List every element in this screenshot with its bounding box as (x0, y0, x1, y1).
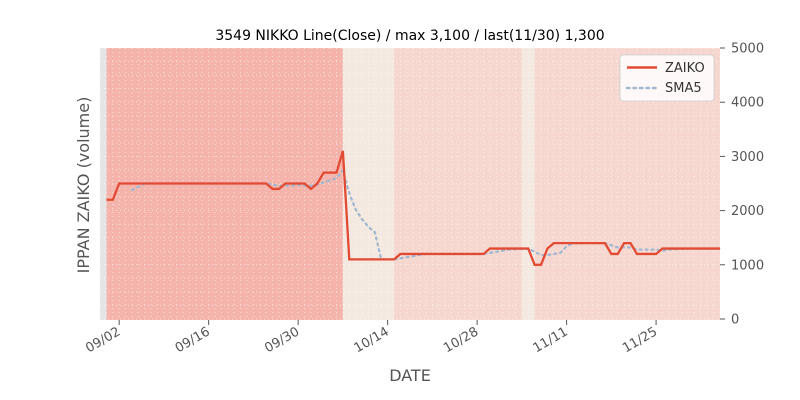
plot-area (99, 47, 722, 320)
x-tick-label: 09/30 (262, 324, 302, 356)
y-tick-label: 3000 (731, 150, 764, 165)
y-axis: 0 1000 2000 3000 4000 5000 (720, 42, 764, 328)
chart-title: 3549 NIKKO Line(Close) / max 3,100 / las… (215, 28, 604, 44)
series-line-zaiko (106, 150, 720, 266)
x-axis: 09/02 09/16 09/30 10/14 10/28 11/11 11/25 (83, 320, 660, 356)
y-tick-label: 4000 (731, 96, 764, 111)
y-tick-label: 5000 (731, 42, 764, 57)
series-layer (106, 150, 722, 266)
x-tick-label: 10/14 (352, 324, 392, 356)
legend-label-zaiko: ZAIKO (665, 61, 705, 76)
legend-label-sma5: SMA5 (665, 81, 702, 96)
x-tick-label: 09/16 (173, 324, 213, 356)
x-axis-title: DATE (389, 366, 431, 385)
x-tick-label: 11/25 (620, 324, 660, 356)
x-tick-label: 09/02 (83, 324, 123, 356)
legend: ZAIKO SMA5 (619, 54, 715, 102)
y-tick-label: 2000 (731, 204, 764, 219)
y-axis-title: IPPAN ZAIKO (volume) (74, 97, 93, 274)
y-tick-label: 0 (731, 313, 739, 328)
x-tick-label: 10/28 (441, 324, 481, 356)
y-tick-label: 1000 (731, 258, 764, 273)
x-tick-label: 11/11 (531, 324, 571, 356)
background-band (100, 48, 107, 320)
